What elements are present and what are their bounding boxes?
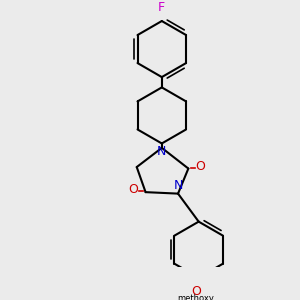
Text: N: N [173,179,183,192]
Text: F: F [158,1,165,14]
Text: methoxy: methoxy [177,294,214,300]
Text: O: O [128,183,138,196]
Text: O: O [196,160,206,173]
Text: O: O [191,285,201,298]
Text: N: N [157,145,167,158]
